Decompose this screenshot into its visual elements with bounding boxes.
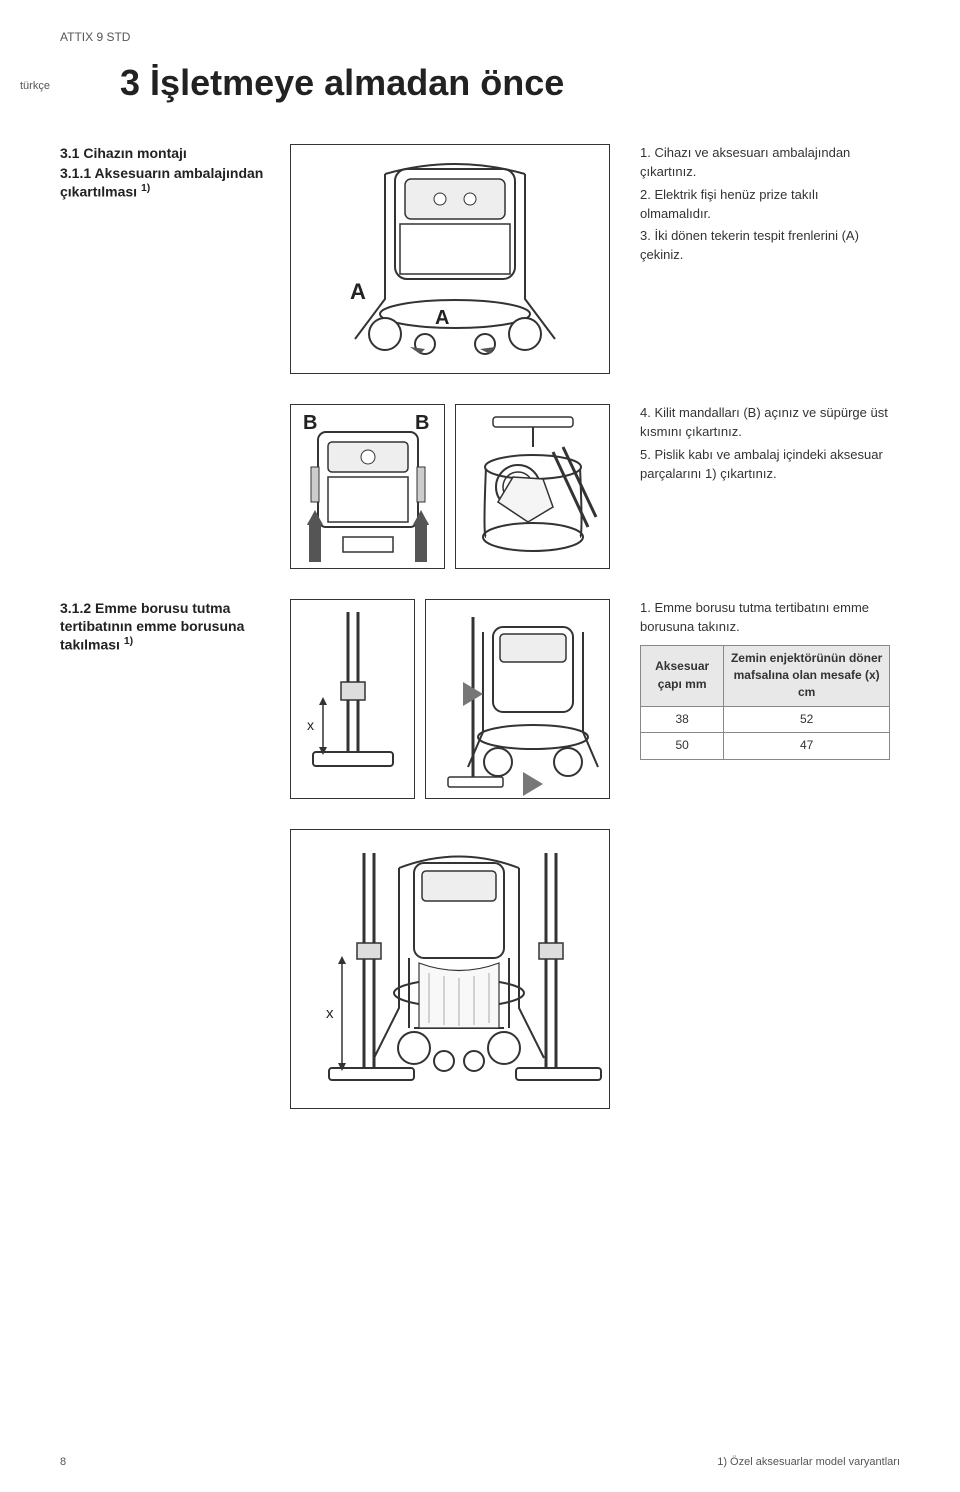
header-model: ATTIX 9 STD bbox=[60, 30, 900, 44]
step-b-5: 5. Pislik kabı ve ambalaj içindeki akses… bbox=[640, 446, 890, 484]
footer-footnote: 1) Özel aksesuarlar model varyantları bbox=[717, 1456, 900, 1468]
section-3-1-1-footnote: 1) bbox=[141, 182, 150, 194]
section-3-1-2-number: 3.1.2 bbox=[60, 600, 91, 616]
table-row: 38 52 bbox=[641, 706, 890, 732]
language-label: türkçe bbox=[20, 80, 50, 92]
row-section-3-1-1: 3.1 Cihazın montajı 3.1.1 Aksesuarın amb… bbox=[60, 144, 900, 374]
row-section-3-1-2: 3.1.2 Emme borusu tutma tertibatının emm… bbox=[60, 599, 900, 799]
svg-text:B: B bbox=[415, 412, 429, 434]
illustration-tube-dim: x bbox=[290, 599, 415, 799]
svg-text:x: x bbox=[326, 1005, 334, 1022]
step-a-2: 2. Elektrik fişi henüz prize takılı olma… bbox=[640, 186, 890, 224]
illustration-tube-on-vacuum bbox=[425, 599, 610, 799]
table-cell: 47 bbox=[724, 733, 890, 759]
table-col1-header: Aksesuar çapı mm bbox=[641, 645, 724, 706]
row-bottom-illustration: x bbox=[60, 829, 900, 1109]
section-3-1-2-footnote: 1) bbox=[124, 635, 133, 647]
steps-b: 4. Kilit mandalları (B) açınız ve süpürg… bbox=[620, 404, 890, 487]
section-3-1-title: Cihazın montajı bbox=[83, 145, 186, 161]
illustration-vacuum-b-latches: B B bbox=[290, 404, 445, 569]
svg-text:A: A bbox=[350, 279, 366, 304]
illustration-b-container: B B bbox=[290, 404, 620, 569]
chapter-number: 3 bbox=[120, 62, 140, 103]
table-cell: 52 bbox=[724, 706, 890, 732]
footer: 8 1) Özel aksesuarlar model varyantları bbox=[60, 1456, 900, 1468]
table-row: 50 47 bbox=[641, 733, 890, 759]
section-3-1-2-heading-block: 3.1.2 Emme borusu tutma tertibatının emm… bbox=[60, 599, 290, 654]
step-a-3: 3. İki dönen tekerin tespit frenlerini (… bbox=[640, 227, 890, 265]
section-3-1-1-number: 3.1.1 bbox=[60, 165, 91, 181]
chapter-heading: İşletmeye almadan önce bbox=[150, 62, 564, 103]
table-cell: 38 bbox=[641, 706, 724, 732]
section-3-1-heading-block: 3.1 Cihazın montajı 3.1.1 Aksesuarın amb… bbox=[60, 144, 290, 201]
svg-text:x: x bbox=[307, 717, 314, 733]
illustration-bottom-container: x bbox=[290, 829, 620, 1109]
page-number: 8 bbox=[60, 1456, 66, 1468]
illustration-vacuum-a: A A bbox=[290, 144, 610, 374]
accessory-table: Aksesuar çapı mm Zemin enjektörünün döne… bbox=[640, 645, 890, 760]
illustration-a-container: A A bbox=[290, 144, 620, 374]
illustration-tube-holder-1: x bbox=[290, 599, 620, 799]
section-3-1-2-right: 1. Emme borusu tutma tertibatını emme bo… bbox=[620, 599, 890, 760]
illustration-tube-mounted-full: x bbox=[290, 829, 610, 1109]
table-col2-header: Zemin enjektörünün döner mafsalına olan … bbox=[724, 645, 890, 706]
step-a-1: 1. Cihazı ve aksesuarı ambalajından çıka… bbox=[640, 144, 890, 182]
step-3-1-2: 1. Emme borusu tutma tertibatını emme bo… bbox=[640, 599, 890, 637]
section-3-1-number: 3.1 bbox=[60, 145, 79, 161]
svg-text:A: A bbox=[435, 307, 449, 329]
illustration-accessories bbox=[455, 404, 610, 569]
section-3-1-1-title: Aksesuarın ambalajından çıkartılması bbox=[60, 165, 263, 200]
row-section-3-1-1b: B B bbox=[60, 404, 900, 569]
table-cell: 50 bbox=[641, 733, 724, 759]
step-b-4: 4. Kilit mandalları (B) açınız ve süpürg… bbox=[640, 404, 890, 442]
chapter-title: 3 İşletmeye almadan önce bbox=[120, 62, 900, 104]
svg-text:B: B bbox=[303, 412, 317, 434]
steps-a: 1. Cihazı ve aksesuarı ambalajından çıka… bbox=[620, 144, 890, 269]
